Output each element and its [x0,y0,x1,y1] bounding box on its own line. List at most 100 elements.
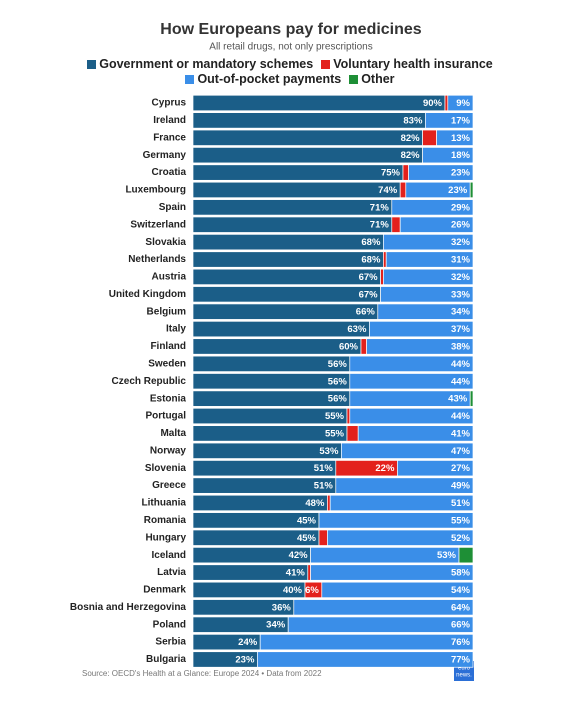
value-label: 83% [403,115,423,126]
value-label: 32% [451,272,471,283]
bar-segment [408,164,474,181]
value-label: 22% [375,463,395,474]
y-tick-label: Finland [150,341,186,352]
value-label: 74% [378,185,398,196]
value-label: 64% [451,602,471,613]
value-label: 56% [328,376,348,387]
value-label: 18% [451,150,471,161]
y-tick-label: Portugal [145,411,186,422]
bar-segment [349,355,474,372]
source: Source: OECD's Health at a Glance: Europ… [82,669,322,678]
y-tick-label: Slovakia [145,237,186,248]
value-label: 44% [451,376,471,387]
bar-segment [360,338,367,355]
value-label: 77% [451,654,471,665]
value-label: 53% [319,446,339,457]
value-label: 26% [451,220,471,231]
legend-swatch [87,59,97,69]
legend: Government or mandatory schemes Voluntary… [80,57,500,86]
bar-segment [469,390,474,407]
value-label: 66% [356,307,376,318]
legend-label: Voluntary health insurance [333,57,493,71]
bar-segment [192,373,351,390]
bar-segment [341,442,474,459]
value-label: 58% [451,568,471,579]
bar-segment [366,338,474,355]
value-label: 90% [423,98,443,109]
y-tick-label: Luxembourg [125,185,186,196]
value-label: 67% [359,289,379,300]
y-tick-label: Serbia [155,637,186,648]
y-tick-label: Sweden [148,358,186,369]
y-tick-label: Malta [160,428,186,439]
value-label: 45% [297,515,317,526]
value-label: 38% [451,341,471,352]
bar-segment [192,355,351,372]
value-label: 68% [361,255,381,266]
bar-segment [307,564,311,581]
value-label: 34% [266,620,286,631]
value-label: 43% [448,394,468,405]
value-label: 55% [325,428,345,439]
bar-segment [310,564,474,581]
bar-segment [318,529,328,546]
value-label: 13% [451,133,471,144]
bar-segment [192,338,362,355]
bar-segment [458,547,474,564]
value-label: 24% [238,637,258,648]
bar-segment [329,494,474,512]
legend-label: Out-of-pocket payments [197,72,342,86]
y-tick-label: Hungary [145,532,186,543]
bar-segment [425,112,474,129]
bar-segment [383,234,474,251]
bar-segment [383,268,474,285]
value-label: 60% [339,341,359,352]
bar-segment [391,216,401,233]
bar-segment [402,164,409,181]
y-tick-label: Netherlands [128,254,186,265]
bar-segment [399,181,407,199]
value-label: 53% [437,550,457,561]
legend-item: Government or mandatory schemes [87,57,313,71]
value-label: 44% [451,411,471,422]
legend-swatch [185,74,195,84]
bar-segment [383,251,387,268]
value-label: 41% [286,568,306,579]
value-label: 6% [305,585,319,596]
bar-segment [327,494,331,512]
bar-segment [192,234,384,251]
y-tick-label: Latvia [157,567,186,578]
logo-text: news. [456,673,472,679]
bar-segment [447,94,474,112]
bar-segment [192,164,404,181]
bar-segment [469,181,474,199]
bar-segment [192,181,401,199]
logo-text: euro [458,666,471,672]
bar-segment [192,407,348,425]
value-label: 23% [448,185,468,196]
value-label: 47% [451,446,471,457]
value-label: 63% [347,324,367,335]
y-tick-label: Bosnia and Herzegovina [70,602,187,613]
y-tick-label: Germany [143,150,187,161]
value-label: 51% [314,481,334,492]
value-label: 54% [451,585,471,596]
y-tick-label: Belgium [147,306,187,317]
legend-item: Out-of-pocket payments [185,72,341,86]
bar-segment [391,199,474,216]
bar-segment [287,616,474,633]
chart-title: How Europeans pay for medicines [160,21,422,38]
y-tick-label: Poland [153,619,186,630]
bar-segment [192,251,384,268]
bar-segment [385,251,474,268]
bar-segment [327,529,474,546]
bar-segment [192,425,348,442]
value-label: 52% [451,533,471,544]
legend-swatch [349,74,359,84]
value-label: 41% [451,428,471,439]
value-label: 67% [359,272,379,283]
legend-item: Voluntary health insurance [321,57,493,71]
bar-segment [192,320,370,338]
bar-segment [346,407,351,425]
